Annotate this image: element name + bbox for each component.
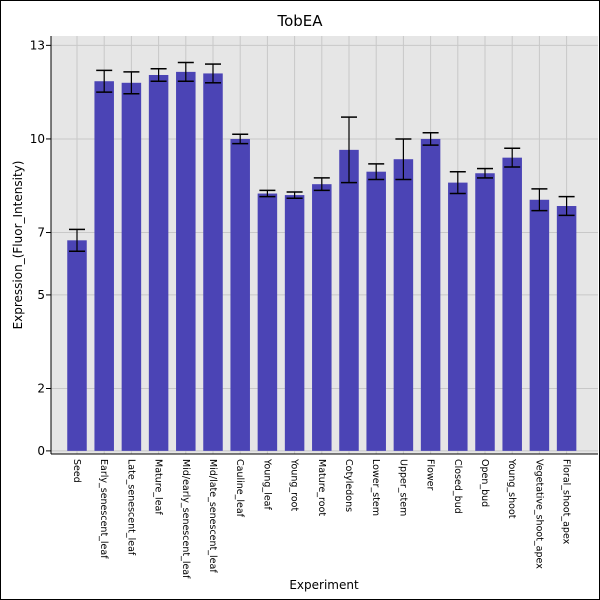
bars [67,71,577,451]
bar [366,171,386,451]
bar [420,138,441,451]
x-tick-label: Closed_bud [452,459,463,514]
y-tick-label: 5 [37,288,45,302]
x-tick-label: Cotyledons [343,459,354,512]
y-tick-label: 0 [37,444,45,458]
bar [312,184,332,451]
bar [556,206,577,451]
x-tick-label: Mature_root [316,459,327,516]
error-bars [69,61,575,252]
bar [448,182,468,451]
bar [284,195,305,451]
y-tick-label: 2 [37,381,45,395]
x-tick-label: Lower_stem [370,459,381,516]
x-tick-label: Young_root [289,458,300,511]
bar [502,157,522,451]
bar [121,82,142,451]
x-tick-label: Seed [71,459,82,483]
bar [393,159,414,451]
x-axis-label: Experiment [289,578,359,592]
bar [475,173,495,451]
chart-title: TobEA [276,12,323,30]
x-tick-label: Mid/late_senescent_leaf [207,459,218,573]
bar [176,71,196,451]
x-axis-ticks: Seed Early_senescent_leaf Late_senescent_l… [71,458,572,579]
y-tick-label: 10 [30,132,45,146]
x-tick-label: Late_senescent_leaf [125,459,136,556]
x-tick-label: Cauline_leaf [234,459,245,518]
x-tick-label: Young_leaf [261,458,272,510]
x-tick-label: Upper_stem [397,459,408,516]
x-tick-label: Mid/early_senescent_leaf [180,459,191,579]
x-tick-label: Flower [425,459,436,491]
bar [529,199,550,451]
y-tick-label: 13 [30,38,45,52]
x-tick-label: Early_senescent_leaf [98,459,109,559]
y-axis-label: Expression_(Fluor_Intensity) [11,161,25,330]
bar [257,193,278,451]
x-tick-label: Floral_shoot_apex [561,459,572,545]
x-tick-label: Young_shoot [506,458,517,519]
x-tick-label: Vegetative_shoot_apex [533,459,544,569]
bar [230,138,250,451]
bar [67,240,87,451]
y-axis-ticks: 0 2 5 7 10 13 [30,38,51,458]
bar [148,74,169,451]
bar [203,73,223,451]
bar [339,149,359,451]
bar [94,81,114,451]
y-tick-label: 7 [37,226,45,240]
x-tick-label: Mature_leaf [153,459,164,515]
x-tick-label: Open_bud [479,459,490,507]
